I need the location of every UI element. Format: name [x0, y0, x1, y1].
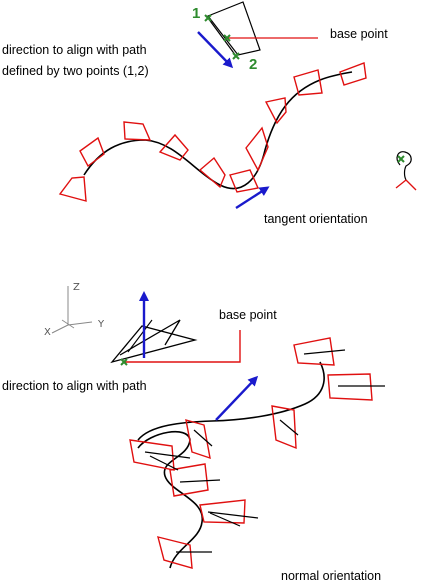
normal-frame [200, 500, 245, 523]
base-point-label-bottom: base point [219, 308, 277, 322]
normal-frame [328, 374, 372, 400]
tangent-frame [80, 138, 104, 166]
base-point-label-top: base point [330, 27, 388, 41]
point-marker-2 [233, 53, 239, 59]
normal-frame-rays [145, 350, 385, 552]
point-label-2: 2 [249, 56, 257, 73]
normal-frame [186, 420, 210, 458]
normal-orientation-label: normal orientation [281, 569, 381, 583]
normal-path [138, 362, 324, 568]
direction-label-line2: defined by two points (1,2) [2, 64, 149, 78]
tangent-frame [160, 135, 188, 160]
point-label-1: 1 [192, 5, 200, 22]
normal-frames [130, 338, 372, 568]
tangent-orientation-label: tangent orientation [264, 212, 368, 226]
ucs-icon-small [396, 152, 416, 190]
tangent-frame [200, 158, 225, 187]
axis-label-z: Z [73, 282, 80, 293]
direction-label-line1: direction to align with path [2, 43, 147, 57]
normal-arrow [216, 378, 256, 420]
axis-label-y: Y [97, 319, 105, 330]
tangent-frame [60, 177, 86, 201]
axis-label-x: X [44, 327, 51, 338]
top-source-frame [198, 2, 318, 66]
axis-icon [52, 286, 92, 333]
tangent-frame [294, 70, 322, 95]
tangent-frames [60, 63, 366, 201]
direction-label-bottom: direction to align with path [2, 379, 147, 393]
tangent-frame [124, 122, 150, 140]
normal-frame [272, 406, 296, 448]
bottom-source-frame [112, 294, 240, 365]
